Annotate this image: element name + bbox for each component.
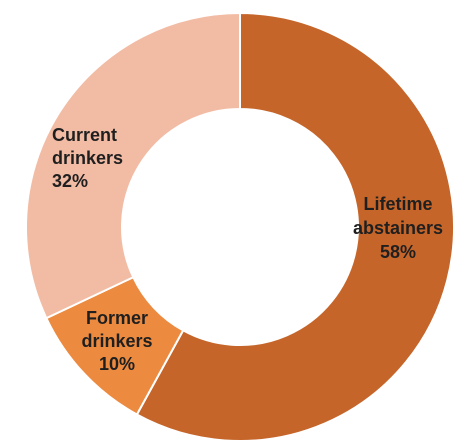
label-group: Lifetime abstainers 58% Former drinkers 10% Cu… <box>52 125 443 374</box>
slice-label-lifetime-abstainers-line-2: abstainers <box>353 218 443 238</box>
slice-label-lifetime-abstainers-line-3: 58% <box>380 242 416 262</box>
slice-label-former-drinkers-line-1: Former <box>86 308 148 328</box>
slice-label-former-drinkers-line-3: 10% <box>99 354 135 374</box>
slice-group <box>25 11 455 442</box>
slice-current-drinkers <box>25 11 241 320</box>
slice-label-lifetime-abstainers-line-1: Lifetime <box>363 194 432 214</box>
slice-lifetime-abstainers <box>135 11 455 442</box>
slice-label-former-drinkers-line-2: drinkers <box>81 331 152 351</box>
slice-label-current-drinkers-line-2: drinkers <box>52 148 123 168</box>
slice-label-current-drinkers-line-3: 32% <box>52 171 88 191</box>
slice-label-current-drinkers-line-1: Current <box>52 125 117 145</box>
